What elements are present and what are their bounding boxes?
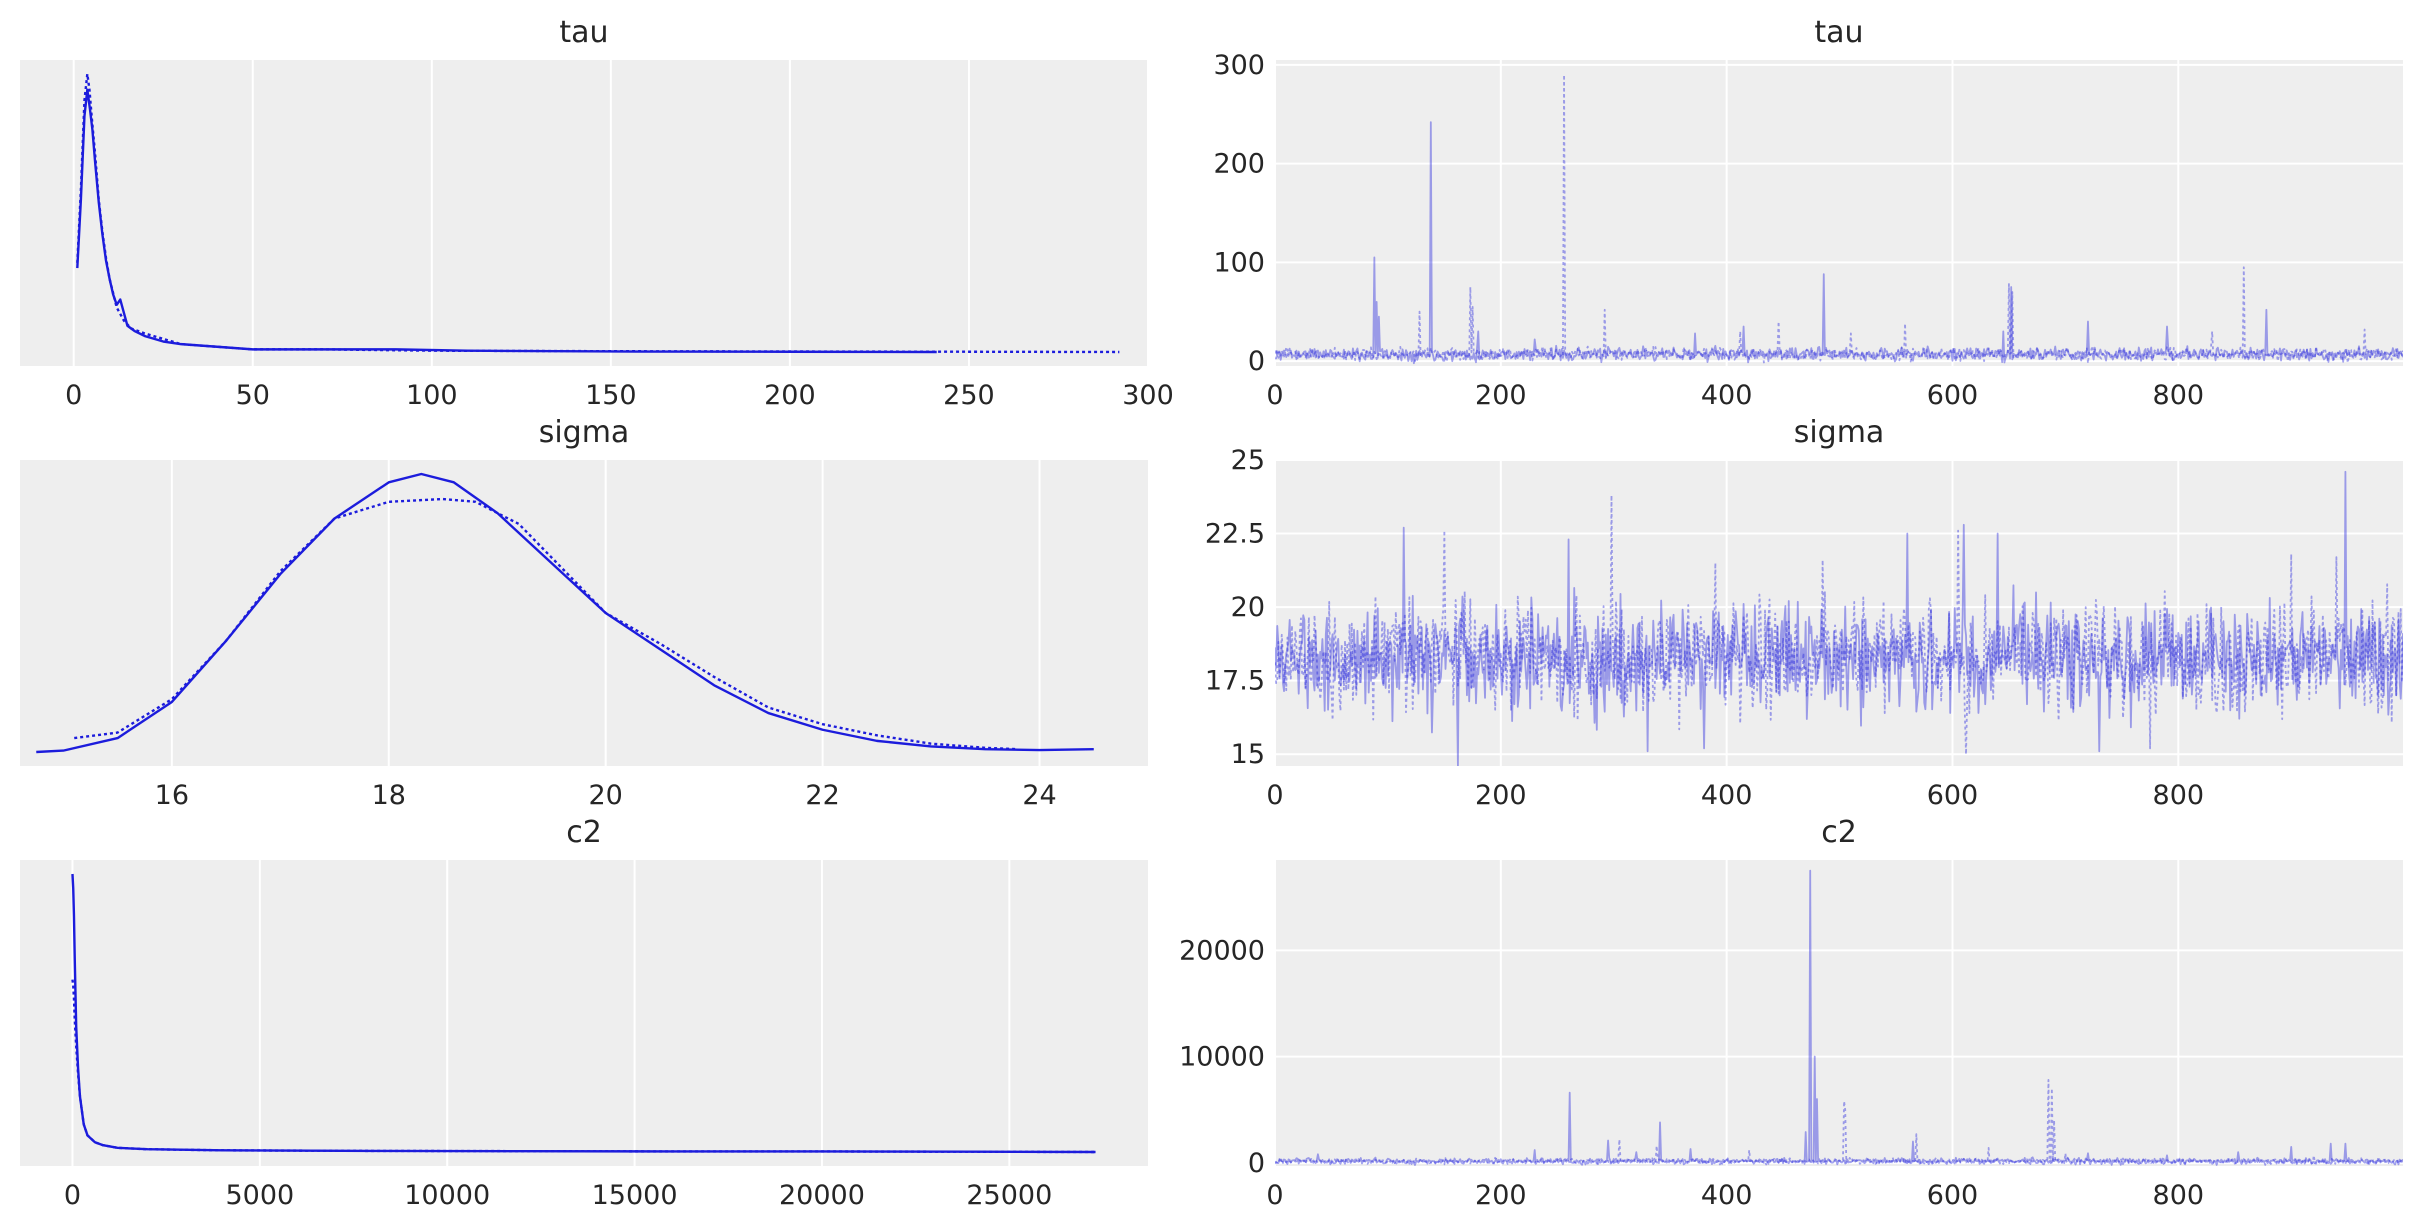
plot-area <box>20 860 1148 1166</box>
x-tick-label: 200 <box>764 380 816 411</box>
x-tick-label: 16 <box>155 780 189 811</box>
x-tick-label: 200 <box>1475 780 1527 811</box>
y-tick-label: 100 <box>1213 247 1265 278</box>
series-line-dotted <box>1275 1079 2403 1166</box>
series-line-solid <box>1275 869 2403 1166</box>
x-tick-label: 25000 <box>966 1180 1052 1211</box>
series-line-solid <box>1275 121 2403 365</box>
y-tick-label: 22.5 <box>1205 519 1265 550</box>
x-tick-label: 800 <box>2153 1180 2205 1211</box>
y-tick-label: 10000 <box>1179 1042 1265 1073</box>
y-tick-label: 25 <box>1231 445 1265 476</box>
x-tick-label: 600 <box>1927 1180 1979 1211</box>
panel-3: sigma 16 18 20 22 24 <box>20 415 1148 811</box>
panel-title: c2 <box>1821 815 1857 850</box>
plot-area <box>20 60 1148 366</box>
series-line-dotted <box>76 72 1120 354</box>
x-tick-label: 15000 <box>592 1180 678 1211</box>
panel-4: sigma 0 200 400 600 800 15 17.5 20 22.5 25 <box>1205 415 2403 811</box>
series-line-dotted <box>1275 494 2403 756</box>
panel-title: sigma <box>1794 415 1885 450</box>
panel-5: c2 0 5000 10000 15000 20000 25000 <box>20 815 1148 1211</box>
panel-title: tau <box>559 15 608 50</box>
x-tick-label: 0 <box>1266 780 1283 811</box>
y-tick-label: 15 <box>1231 739 1265 770</box>
x-tick-label: 100 <box>406 380 458 411</box>
x-tick-label: 5000 <box>225 1180 294 1211</box>
plot-area <box>20 460 1148 766</box>
plot-area <box>1275 860 2403 1166</box>
x-tick-label: 800 <box>2153 380 2205 411</box>
plot-area <box>1275 60 2403 366</box>
x-tick-label: 22 <box>805 780 839 811</box>
x-tick-label: 0 <box>1266 380 1283 411</box>
panel-title: tau <box>1814 15 1863 50</box>
y-tick-label: 300 <box>1213 50 1265 81</box>
x-tick-label: 0 <box>64 1180 81 1211</box>
x-tick-label: 800 <box>2153 780 2205 811</box>
series-line-solid <box>71 873 1096 1154</box>
panel-2: tau 0 200 400 600 800 0 100 200 300 <box>1213 15 2403 411</box>
x-tick-label: 0 <box>65 380 82 411</box>
series-line-solid <box>1275 470 2403 766</box>
y-tick-label: 200 <box>1213 149 1265 180</box>
x-tick-label: 400 <box>1701 380 1753 411</box>
panel-title: sigma <box>539 415 630 450</box>
x-tick-label: 600 <box>1927 380 1979 411</box>
x-tick-label: 20 <box>589 780 623 811</box>
series-line-solid <box>76 88 937 354</box>
x-tick-label: 400 <box>1701 1180 1753 1211</box>
x-tick-label: 250 <box>943 380 995 411</box>
x-tick-label: 200 <box>1475 1180 1527 1211</box>
x-tick-label: 600 <box>1927 780 1979 811</box>
y-tick-label: 20000 <box>1179 935 1265 966</box>
x-tick-label: 200 <box>1475 380 1527 411</box>
series-line-dotted <box>71 979 1096 1154</box>
y-tick-label: 0 <box>1248 1148 1265 1179</box>
plot-area <box>1275 460 2403 766</box>
x-tick-label: 300 <box>1122 380 1174 411</box>
x-tick-label: 50 <box>236 380 270 411</box>
y-tick-label: 0 <box>1248 346 1265 377</box>
x-tick-label: 18 <box>372 780 406 811</box>
series-line-dotted <box>1275 73 2403 365</box>
x-tick-label: 150 <box>585 380 637 411</box>
y-tick-label: 20 <box>1231 592 1265 623</box>
panel-1: tau 0 50 100 150 200 250 300 <box>20 15 1174 411</box>
x-tick-label: 0 <box>1266 1180 1283 1211</box>
panel-6: c2 0 200 400 600 800 0 10000 20000 <box>1179 815 2403 1211</box>
panel-title: c2 <box>566 815 602 850</box>
x-tick-label: 20000 <box>779 1180 865 1211</box>
x-tick-label: 400 <box>1701 780 1753 811</box>
x-tick-label: 24 <box>1022 780 1056 811</box>
x-tick-label: 10000 <box>404 1180 490 1211</box>
y-tick-label: 17.5 <box>1205 666 1265 697</box>
